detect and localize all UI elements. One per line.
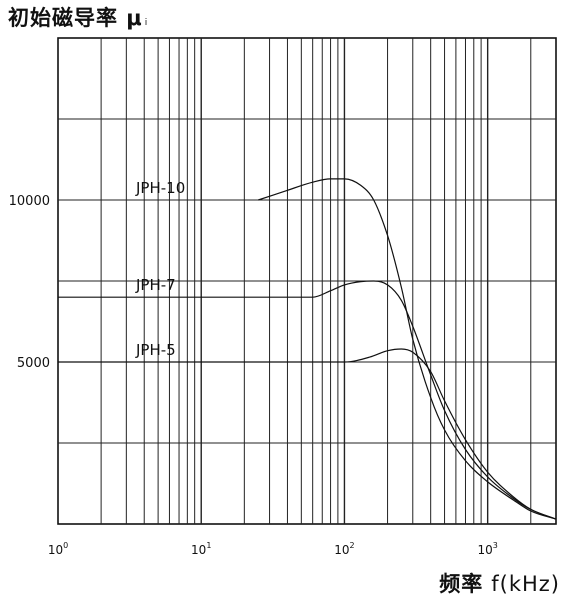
x-axis-title: 频率 f(kHz) <box>439 568 560 598</box>
series-line-jph-5 <box>57 348 557 520</box>
y-tick-label: 10000 <box>9 194 50 209</box>
x-axis-title-unit: f(kHz) <box>491 572 560 596</box>
series-label-jph-10: JPH-10 <box>135 179 185 197</box>
x-tick-label: 102 <box>334 541 354 557</box>
y-tick-label: 5000 <box>17 356 50 371</box>
series-line-jph-10 <box>258 178 557 520</box>
x-axis-title-text: 频率 <box>439 572 484 596</box>
x-tick-label: 101 <box>191 541 211 557</box>
y-axis-title-text: 初始磁导率 μ <box>8 6 143 30</box>
x-tick-label: 103 <box>477 541 497 557</box>
x-tick-label: 100 <box>48 541 68 557</box>
y-axis-title-subscript: i <box>144 18 149 28</box>
series-label-jph-5: JPH-5 <box>135 341 176 359</box>
series-label-jph-7: JPH-7 <box>135 276 176 294</box>
series-line-jph-7 <box>58 280 557 520</box>
